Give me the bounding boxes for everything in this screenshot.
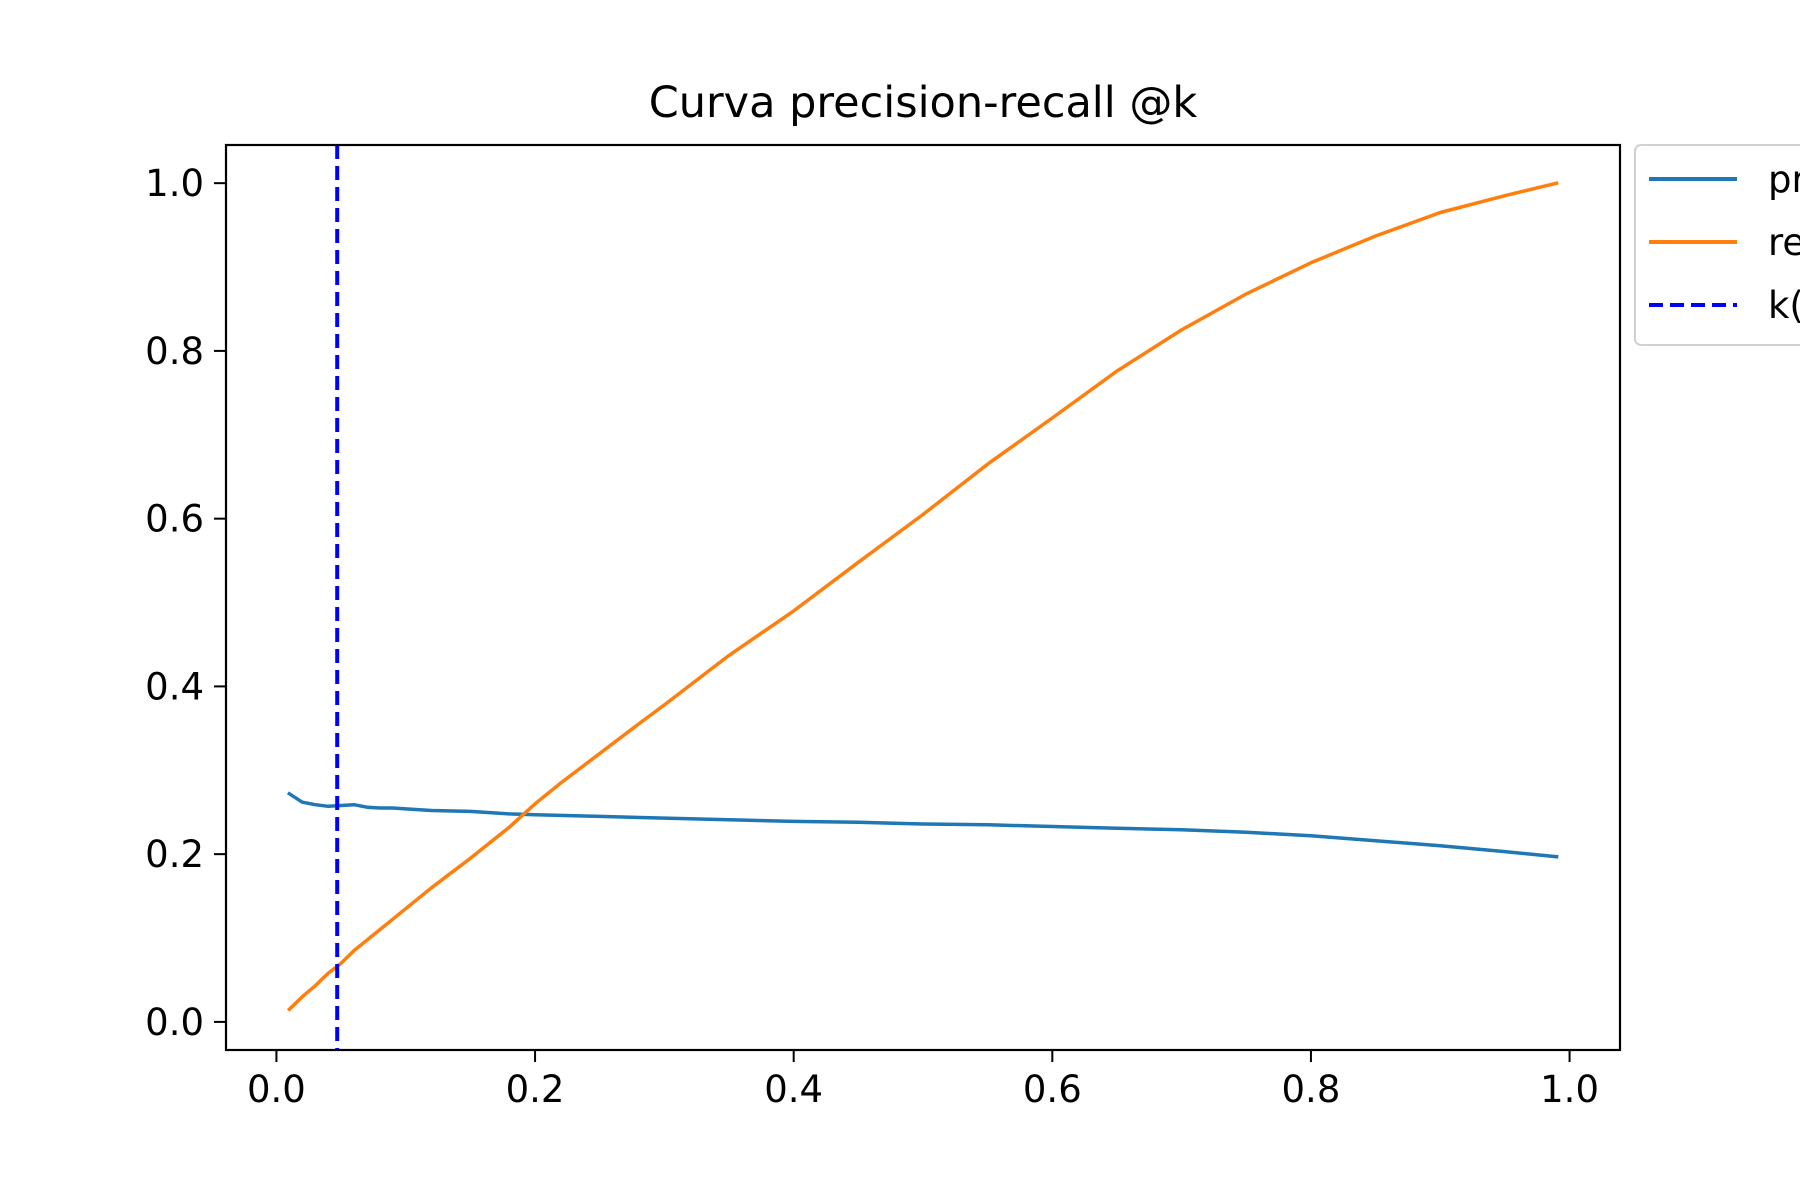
x-axis: 0.0 0.2 0.4 0.6 0.8 1.0 bbox=[247, 1050, 1599, 1111]
y-tick-label: 0.0 bbox=[145, 1001, 204, 1044]
series-line-pr bbox=[286, 791, 1559, 859]
legend-entry-label: re bbox=[1768, 221, 1800, 264]
legend-box bbox=[1634, 144, 1800, 346]
chart-title: Curva precision-recall @k bbox=[649, 78, 1198, 128]
y-axis: 0.0 0.2 0.4 0.6 0.8 1.0 bbox=[145, 162, 226, 1044]
x-tick-label: 0.8 bbox=[1282, 1068, 1341, 1111]
y-tick-label: 1.0 bbox=[145, 162, 204, 205]
legend: pr re k( bbox=[1634, 144, 1800, 346]
x-tick-label: 0.0 bbox=[247, 1068, 306, 1111]
plot-frame bbox=[224, 143, 1622, 1052]
y-tick-label: 0.8 bbox=[145, 330, 204, 373]
legend-entry-label: pr bbox=[1768, 158, 1800, 201]
y-tick-label: 0.6 bbox=[145, 498, 204, 541]
x-tick-label: 0.4 bbox=[764, 1068, 823, 1111]
x-tick-label: 1.0 bbox=[1540, 1068, 1599, 1111]
series-line-re bbox=[286, 181, 1559, 1012]
y-tick-label: 0.2 bbox=[145, 833, 204, 876]
plot-area bbox=[286, 145, 1559, 1050]
legend-entry-label: k( bbox=[1768, 284, 1800, 327]
y-tick-label: 0.4 bbox=[145, 665, 204, 708]
x-tick-label: 0.6 bbox=[1023, 1068, 1082, 1111]
x-tick-label: 0.2 bbox=[506, 1068, 565, 1111]
